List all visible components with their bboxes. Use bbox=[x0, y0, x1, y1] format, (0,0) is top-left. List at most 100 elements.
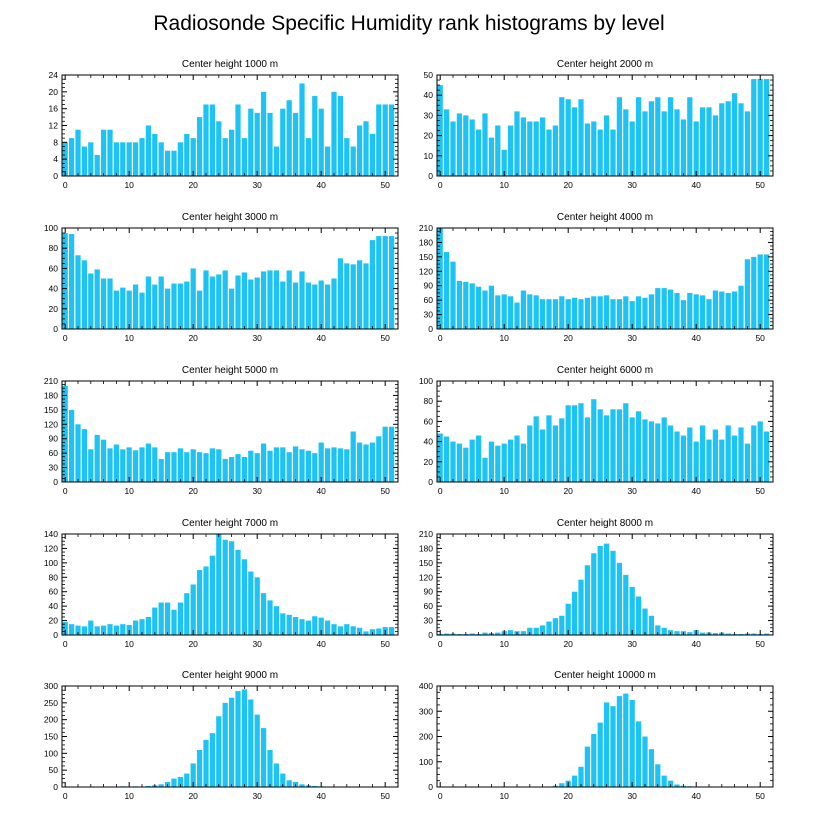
bar bbox=[363, 263, 369, 329]
bar bbox=[196, 117, 203, 176]
y-tick-label: 180 bbox=[419, 543, 433, 553]
bar bbox=[158, 458, 164, 482]
bar bbox=[597, 722, 603, 787]
bar bbox=[719, 439, 725, 482]
chart-panel-6: Center height 6000 m 0 20 40 60 80 100 0 10 20 30 4… bbox=[419, 365, 774, 496]
bar bbox=[610, 129, 616, 176]
bar bbox=[369, 240, 376, 329]
x-tick-label: 50 bbox=[380, 333, 390, 343]
bar bbox=[126, 142, 132, 176]
bar bbox=[299, 784, 305, 787]
bar bbox=[571, 775, 578, 787]
bar bbox=[482, 113, 488, 176]
bar bbox=[501, 443, 507, 482]
bar bbox=[260, 728, 267, 787]
x-tick-label: 0 bbox=[63, 333, 68, 343]
bar bbox=[280, 613, 286, 635]
y-tick-label: 150 bbox=[44, 405, 58, 415]
bar bbox=[273, 270, 280, 329]
bar bbox=[667, 780, 674, 787]
y-tick-label: 100 bbox=[419, 376, 433, 386]
bar bbox=[731, 435, 738, 482]
bar bbox=[648, 101, 655, 176]
bar bbox=[350, 626, 356, 635]
bar bbox=[642, 297, 648, 329]
bar bbox=[719, 103, 725, 176]
bar bbox=[62, 233, 68, 329]
bar bbox=[107, 129, 113, 176]
bar bbox=[376, 436, 382, 482]
panel-title: Center height 10000 m bbox=[554, 670, 656, 681]
x-tick-label: 10 bbox=[499, 486, 509, 496]
bar bbox=[100, 439, 107, 482]
bar bbox=[356, 627, 363, 635]
bar bbox=[273, 447, 280, 482]
y-tick-label: 40 bbox=[49, 601, 59, 611]
bar bbox=[312, 284, 318, 329]
bar bbox=[344, 138, 350, 176]
bar bbox=[751, 633, 757, 635]
bar bbox=[254, 453, 260, 482]
bar bbox=[248, 450, 254, 482]
bar bbox=[184, 773, 190, 787]
bar bbox=[337, 448, 344, 482]
bar bbox=[744, 111, 751, 176]
bar bbox=[120, 624, 126, 635]
panel-title: Center height 5000 m bbox=[182, 365, 278, 376]
bar bbox=[616, 299, 623, 329]
bar bbox=[164, 602, 171, 635]
bar bbox=[235, 104, 241, 176]
y-tick-label: 20 bbox=[49, 616, 59, 626]
bar bbox=[546, 129, 552, 176]
x-tick-label: 30 bbox=[252, 791, 262, 801]
bar bbox=[623, 693, 629, 787]
bar bbox=[469, 439, 475, 482]
bar bbox=[203, 566, 209, 635]
bar bbox=[699, 295, 706, 329]
x-tick-label: 20 bbox=[188, 791, 198, 801]
bar bbox=[763, 633, 770, 635]
x-tick-label: 10 bbox=[124, 791, 134, 801]
y-tick-label: 90 bbox=[424, 281, 434, 291]
bar bbox=[507, 125, 514, 176]
bar bbox=[443, 633, 450, 635]
bar bbox=[292, 616, 299, 635]
y-tick-label: 100 bbox=[44, 558, 58, 568]
bar bbox=[623, 109, 629, 176]
bar bbox=[751, 425, 757, 482]
bar bbox=[591, 553, 597, 635]
bar bbox=[337, 258, 344, 329]
bar bbox=[356, 260, 363, 329]
bar bbox=[738, 427, 744, 482]
x-tick-label: 20 bbox=[563, 639, 573, 649]
bar bbox=[674, 292, 680, 329]
bar bbox=[667, 97, 674, 176]
y-tick-label: 60 bbox=[424, 295, 434, 305]
bar bbox=[763, 254, 770, 329]
bar bbox=[171, 283, 177, 329]
bar bbox=[699, 107, 706, 176]
bar bbox=[222, 702, 228, 787]
bar bbox=[635, 596, 642, 635]
bar bbox=[610, 409, 616, 482]
x-tick-label: 0 bbox=[438, 791, 443, 801]
bar bbox=[603, 115, 610, 176]
bar bbox=[139, 138, 145, 176]
y-tick-label: 200 bbox=[419, 732, 433, 742]
bar bbox=[450, 261, 456, 329]
x-tick-label: 20 bbox=[188, 180, 198, 190]
bar bbox=[667, 425, 674, 482]
panel-title: Center height 2000 m bbox=[557, 59, 653, 70]
y-tick-label: 40 bbox=[424, 437, 434, 447]
x-tick-label: 10 bbox=[499, 791, 509, 801]
bar bbox=[559, 296, 565, 329]
bar bbox=[514, 302, 520, 329]
bar bbox=[356, 442, 363, 482]
bar bbox=[559, 615, 565, 635]
bar bbox=[62, 622, 68, 635]
bar bbox=[443, 109, 450, 176]
bar bbox=[546, 299, 552, 329]
bar bbox=[450, 441, 456, 482]
y-tick-label: 0 bbox=[53, 630, 58, 640]
bar bbox=[196, 570, 203, 635]
